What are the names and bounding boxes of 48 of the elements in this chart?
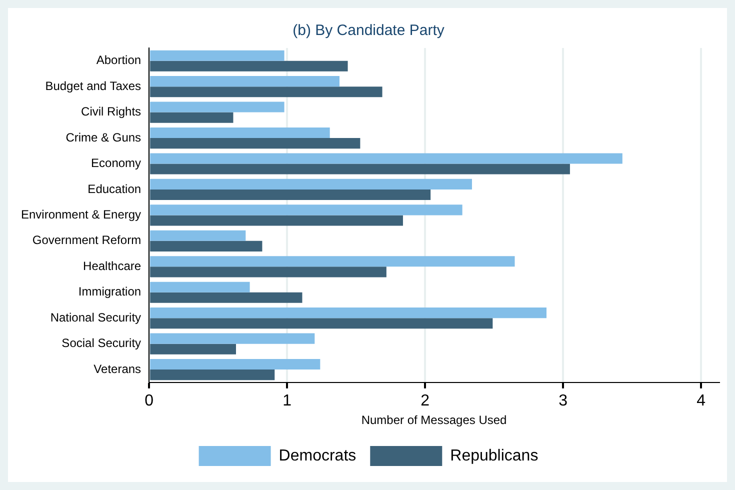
x-tick-label: 2: [420, 392, 430, 410]
bar: [150, 215, 403, 226]
x-tick-label: 1: [282, 392, 292, 410]
chart-title: (b) By Candidate Party: [292, 22, 445, 40]
bar: [150, 50, 284, 61]
y-tick-label: Government Reform: [32, 233, 142, 248]
x-tick-label: 4: [696, 392, 706, 410]
bar: [150, 292, 302, 303]
x-axis-title: Number of Messages Used: [361, 413, 507, 428]
bar: [150, 76, 340, 87]
y-tick-label: National Security: [50, 310, 142, 324]
bar: [150, 344, 236, 354]
bar: [150, 102, 284, 112]
bar: [150, 112, 234, 123]
y-tick-label: Immigration: [78, 284, 142, 299]
bar: [150, 358, 320, 370]
bar: [150, 230, 246, 241]
bar: [150, 164, 570, 174]
y-tick-label: Education: [88, 182, 142, 196]
y-tick-label: Budget and Taxes: [45, 78, 142, 93]
bar: [150, 240, 262, 252]
y-tick-label: Veterans: [94, 362, 142, 376]
bar: [150, 127, 330, 138]
bar: [150, 189, 431, 200]
y-tick-label: Economy: [91, 156, 142, 170]
y-tick-label: Crime & Guns: [66, 130, 142, 144]
y-tick-label: Healthcare: [83, 258, 142, 273]
y-tick-label: Social Security: [62, 336, 142, 350]
legend-label: Democrats: [278, 447, 356, 464]
legend-label: Republicans: [450, 447, 538, 464]
y-tick-label: Civil Rights: [81, 104, 142, 119]
bar: [150, 178, 472, 190]
bar: [150, 318, 493, 329]
bar: [150, 256, 515, 267]
bar: [150, 204, 462, 216]
bar: [150, 370, 275, 380]
bar: [150, 153, 622, 164]
bar: [150, 138, 360, 149]
y-tick-label: Abortion: [96, 53, 142, 68]
bar: [150, 333, 315, 344]
x-tick-label: 3: [558, 392, 568, 410]
y-tick-label: Environment & Energy: [20, 208, 142, 222]
bar: [150, 266, 386, 278]
x-tick-label: 0: [144, 392, 154, 410]
bar: [150, 308, 546, 318]
bar: [150, 86, 382, 98]
bar: [150, 282, 250, 292]
bar: [150, 60, 348, 72]
